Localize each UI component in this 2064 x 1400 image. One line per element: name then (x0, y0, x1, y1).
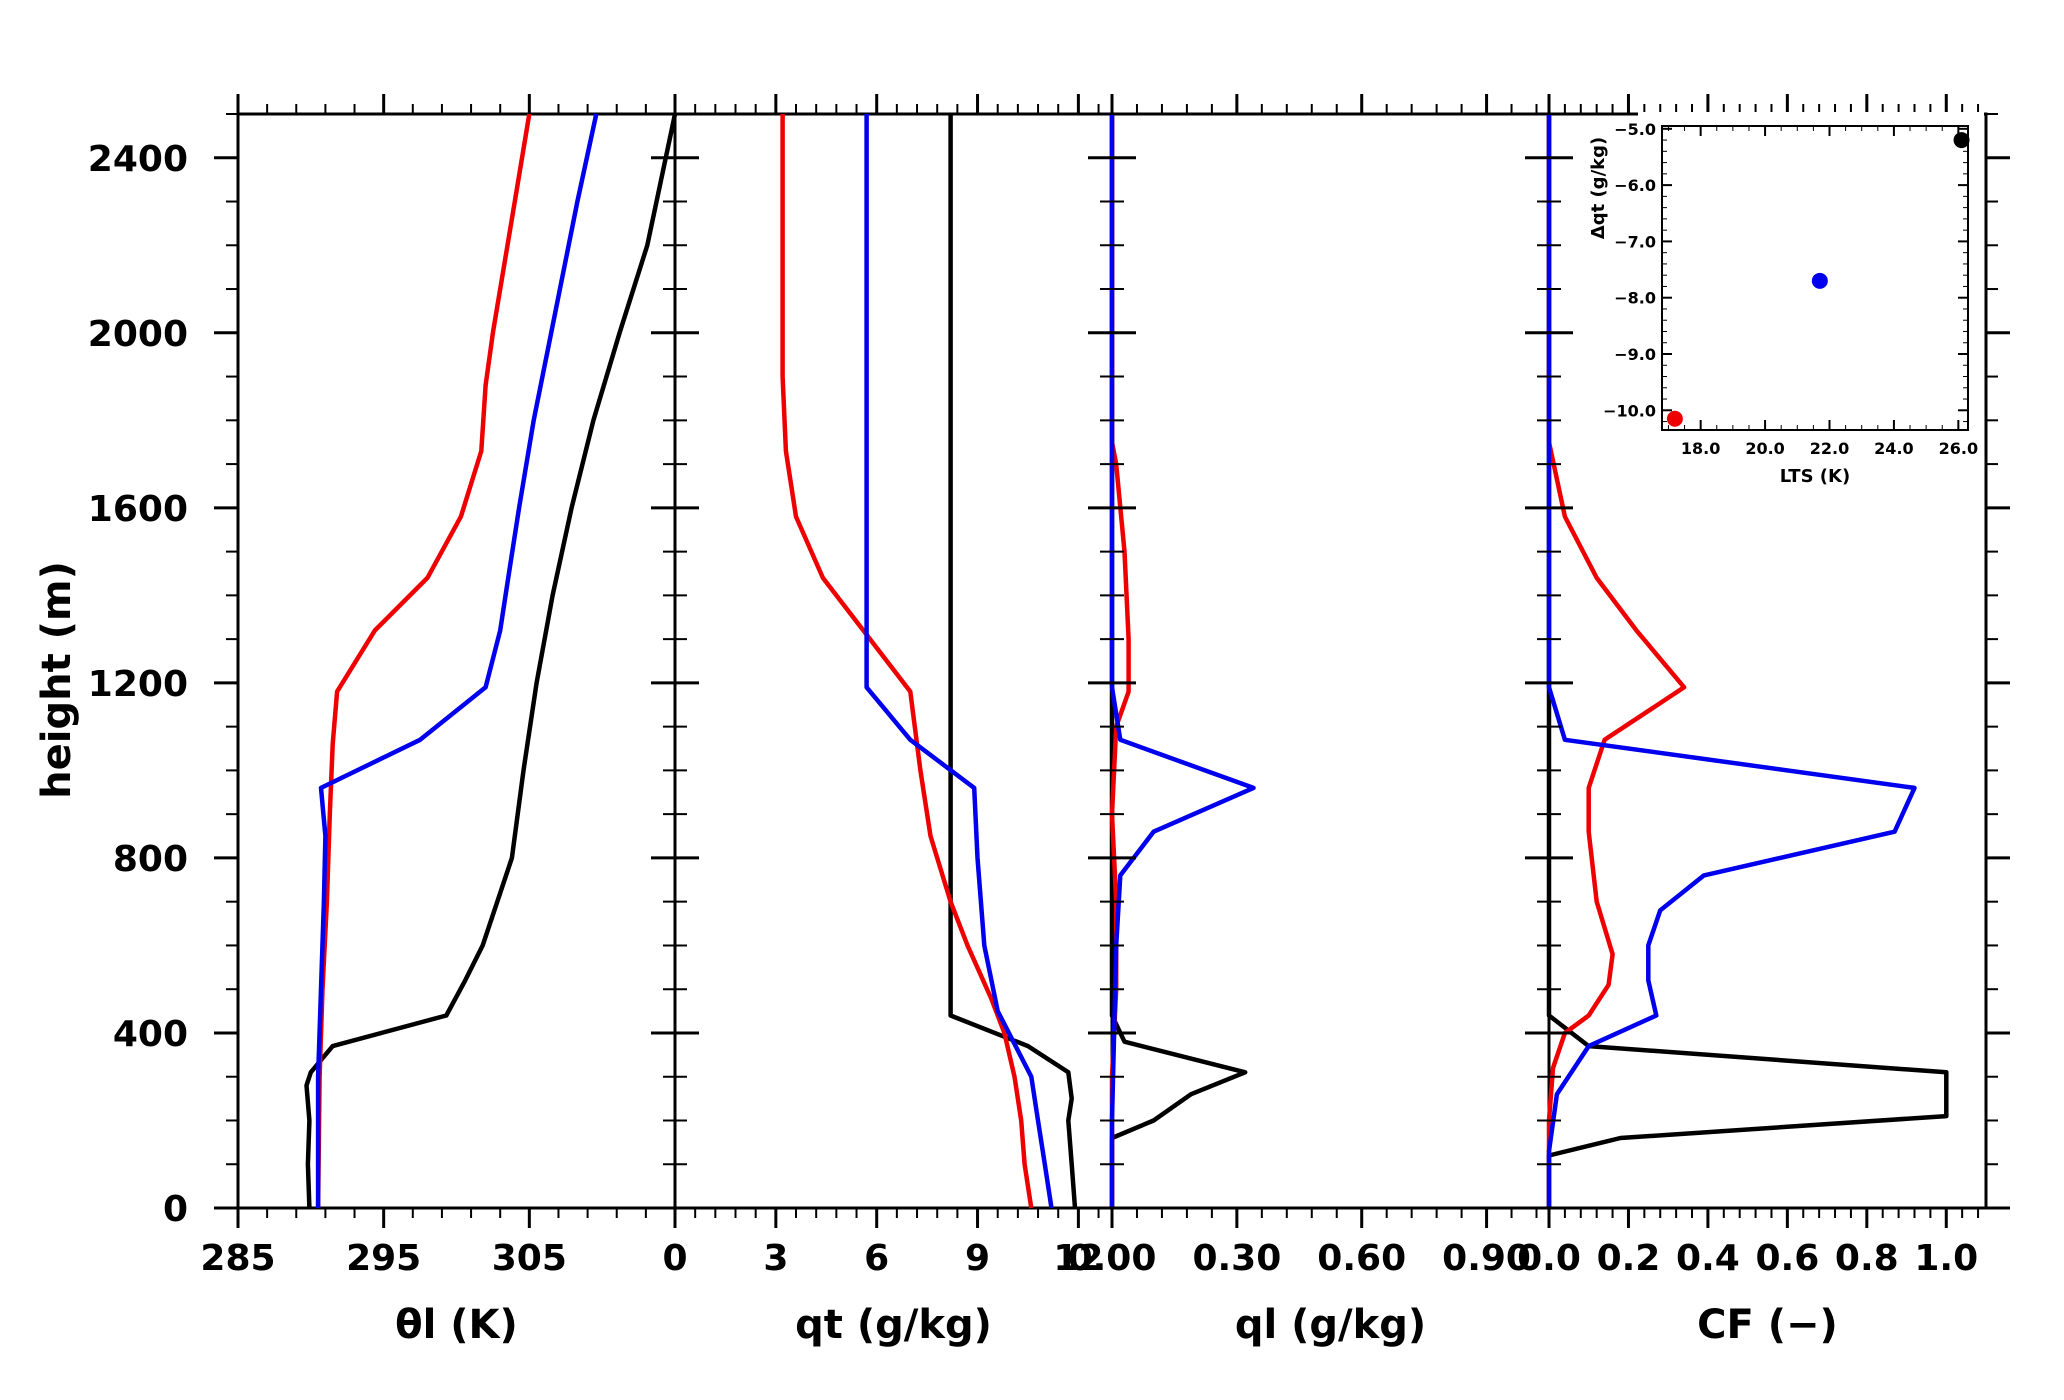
x-axis-label: θl (K) (395, 1302, 518, 1348)
panel-3: 0.00 0.30 0.60 0.90 ql (g/kg) (1068, 94, 1551, 1348)
y-tick-label: 0 (163, 1189, 188, 1230)
y-tick-label: 1200 (88, 664, 188, 705)
inset-point-1 (1953, 132, 1970, 149)
inset-y-tick-label: −7.0 (1614, 232, 1656, 251)
panel-4: 0.0 0.2 0.4 0.6 0.8 1.0 CF (−) (1517, 94, 1988, 1348)
series-line-2 (315, 113, 532, 1209)
x-tick-label: 1.0 (1914, 1238, 1978, 1279)
y-tick-label: 400 (113, 1014, 188, 1055)
x-tick-label: 0.30 (1192, 1238, 1281, 1279)
x-tick-label: 0.0 (1517, 1238, 1581, 1279)
inset-x-tick-label: 18.0 (1681, 439, 1720, 458)
inset-point-3 (1666, 410, 1683, 427)
x-tick-label: 0 (662, 1238, 687, 1279)
x-tick-label: 0.00 (1068, 1238, 1157, 1279)
series-line-1 (948, 114, 1078, 1209)
series-line-2 (780, 114, 1034, 1209)
x-tick-label: 12 (1053, 1238, 1103, 1279)
inset-scatter: 18.0 20.0 22.0 24.0 26.0 −5.0 −6.0 −7.0 −8.0 −9.0… (1588, 112, 1984, 506)
y-tick-label: 2000 (88, 314, 188, 355)
x-tick-label: 0.6 (1755, 1238, 1819, 1279)
x-tick-label: 3 (763, 1238, 788, 1279)
inset-x-tick-label: 22.0 (1810, 439, 1849, 458)
series-line-1 (304, 113, 678, 1209)
inset-y-tick-label: −9.0 (1614, 345, 1656, 364)
inset-y-tick-label: −8.0 (1614, 289, 1656, 308)
y-tick-label: 800 (113, 839, 188, 880)
series-line-3 (1546, 114, 1917, 1208)
inset-x-tick-label: 24.0 (1874, 439, 1913, 458)
inset-x-tick-label: 26.0 (1939, 439, 1978, 458)
inset-background (1638, 112, 1984, 506)
y-axis-label: height (m) (34, 561, 80, 799)
y-tick-label: 1600 (88, 489, 188, 530)
inset-y-tick-label: −10.0 (1603, 401, 1656, 420)
y-tick-label: 2400 (88, 139, 188, 180)
inset-frame (1661, 125, 1969, 431)
x-tick-label: 0.8 (1835, 1238, 1899, 1279)
x-tick-label: 0.90 (1442, 1238, 1531, 1279)
series-line-1 (1109, 114, 1248, 1208)
x-tick-label: 295 (346, 1238, 421, 1279)
series-line-3 (315, 113, 599, 1208)
series-line-3 (1109, 114, 1256, 1208)
x-axis-label: CF (−) (1697, 1302, 1838, 1348)
inset-x-tick-label: 20.0 (1745, 439, 1784, 458)
x-tick-label: 305 (492, 1238, 567, 1279)
x-tick-label: 6 (864, 1238, 889, 1279)
series-line-3 (864, 114, 1054, 1209)
x-tick-label: 0.4 (1676, 1238, 1740, 1279)
inset-point-2 (1811, 272, 1828, 289)
panel-1: 285 295 305 θl (K) (200, 94, 678, 1348)
panel-frame (236, 112, 677, 1210)
panel-frame (1110, 112, 1551, 1210)
x-tick-label: 9 (965, 1238, 990, 1279)
inset-x-axis-label: LTS (K) (1780, 466, 1850, 487)
x-axis-label: ql (g/kg) (1235, 1302, 1426, 1348)
x-tick-label: 0.2 (1597, 1238, 1661, 1279)
panel-2: 0 3 6 9 12 qt (g/kg) (662, 94, 1114, 1348)
inset-y-axis-label: Δqt (g/kg) (1588, 137, 1609, 239)
panel-frame (673, 112, 1114, 1210)
series-line-2 (1546, 114, 1687, 1208)
x-axis-label: qt (g/kg) (795, 1302, 992, 1348)
x-tick-label: 0.60 (1317, 1238, 1406, 1279)
x-tick-label: 285 (200, 1238, 275, 1279)
inset-y-tick-label: −5.0 (1614, 120, 1656, 139)
inset-y-tick-label: −6.0 (1614, 176, 1656, 195)
series-line-1 (1546, 114, 1949, 1208)
